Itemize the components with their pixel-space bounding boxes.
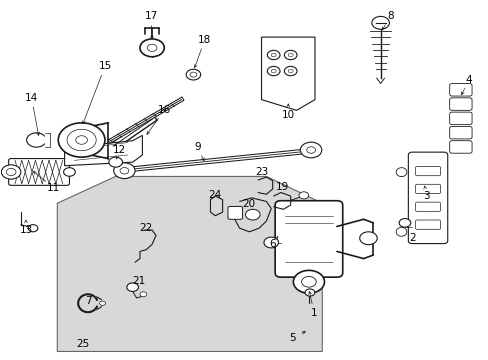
FancyBboxPatch shape <box>415 220 440 229</box>
Circle shape <box>6 168 16 176</box>
Circle shape <box>76 136 87 144</box>
Circle shape <box>284 66 296 76</box>
FancyBboxPatch shape <box>449 141 471 153</box>
Text: 22: 22 <box>140 223 153 233</box>
Circle shape <box>300 142 321 158</box>
FancyBboxPatch shape <box>415 184 440 194</box>
Text: 15: 15 <box>98 62 111 71</box>
Text: 4: 4 <box>465 75 471 85</box>
Text: 17: 17 <box>144 12 158 21</box>
Text: 25: 25 <box>76 339 89 348</box>
Circle shape <box>120 167 128 174</box>
FancyBboxPatch shape <box>9 158 69 185</box>
Circle shape <box>245 209 260 220</box>
Circle shape <box>301 276 316 287</box>
Text: 20: 20 <box>242 199 254 209</box>
Circle shape <box>298 192 308 199</box>
Text: 21: 21 <box>132 276 145 286</box>
Circle shape <box>267 50 280 60</box>
Text: 6: 6 <box>269 239 275 249</box>
Text: 7: 7 <box>84 296 91 306</box>
Circle shape <box>287 69 292 73</box>
Circle shape <box>271 53 276 57</box>
Text: 11: 11 <box>47 183 61 193</box>
FancyBboxPatch shape <box>449 84 471 96</box>
FancyBboxPatch shape <box>449 126 471 139</box>
Text: 12: 12 <box>112 145 125 155</box>
Text: 2: 2 <box>408 233 415 243</box>
FancyBboxPatch shape <box>415 166 440 176</box>
Text: 14: 14 <box>25 93 38 103</box>
Circle shape <box>1 165 21 179</box>
FancyBboxPatch shape <box>227 206 242 219</box>
FancyBboxPatch shape <box>275 201 342 277</box>
Circle shape <box>287 53 292 57</box>
Text: 24: 24 <box>208 190 222 200</box>
Circle shape <box>28 225 38 232</box>
Circle shape <box>284 50 296 60</box>
Polygon shape <box>64 135 142 166</box>
Text: 1: 1 <box>310 308 317 318</box>
Text: 9: 9 <box>194 142 200 152</box>
Circle shape <box>147 44 157 51</box>
Circle shape <box>109 157 122 167</box>
FancyBboxPatch shape <box>415 202 440 211</box>
FancyBboxPatch shape <box>449 112 471 125</box>
Circle shape <box>271 69 276 73</box>
Circle shape <box>305 289 314 296</box>
Circle shape <box>359 232 376 245</box>
Circle shape <box>293 270 324 293</box>
Circle shape <box>63 168 75 176</box>
Circle shape <box>186 69 201 80</box>
Polygon shape <box>261 37 314 111</box>
Text: 18: 18 <box>198 35 211 45</box>
Circle shape <box>140 292 146 297</box>
Circle shape <box>398 219 410 227</box>
Circle shape <box>306 147 315 153</box>
Text: 3: 3 <box>423 191 429 201</box>
Circle shape <box>267 66 280 76</box>
Circle shape <box>371 17 388 29</box>
Text: 19: 19 <box>275 182 288 192</box>
Circle shape <box>264 237 278 248</box>
Circle shape <box>100 301 105 305</box>
Text: 13: 13 <box>20 225 33 235</box>
Circle shape <box>58 123 105 157</box>
Circle shape <box>114 163 135 179</box>
Text: 10: 10 <box>281 110 294 120</box>
Circle shape <box>67 129 96 151</box>
Text: 23: 23 <box>254 167 267 177</box>
Polygon shape <box>57 176 322 351</box>
Circle shape <box>140 39 164 57</box>
Text: 16: 16 <box>157 105 170 115</box>
Text: 8: 8 <box>386 12 393 21</box>
FancyBboxPatch shape <box>449 98 471 111</box>
Circle shape <box>126 283 138 292</box>
Text: 5: 5 <box>288 333 295 343</box>
FancyBboxPatch shape <box>407 152 447 244</box>
Circle shape <box>190 72 197 77</box>
